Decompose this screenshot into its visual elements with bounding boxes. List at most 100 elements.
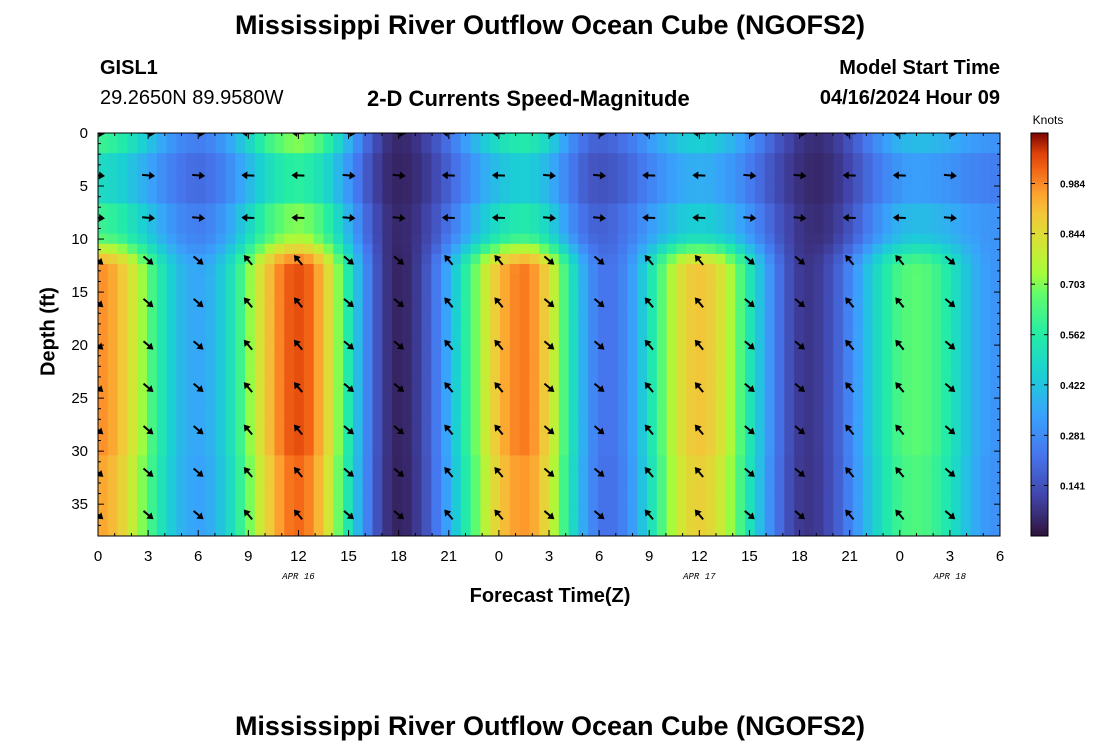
heatmap-cell [225,334,236,346]
heatmap-cell [127,515,138,527]
current-arrow [944,425,956,435]
arrow-head [243,254,251,263]
heatmap-cell [539,394,550,406]
heatmap-cell [313,415,325,426]
heatmap-cell [343,263,354,275]
heatmap-cell [617,475,629,487]
heatmap-cell [970,153,981,164]
current-arrow [644,467,654,478]
heatmap-cell [754,233,766,245]
heatmap-cell [911,525,923,536]
current-arrow [494,339,504,351]
heatmap-cell [215,515,227,527]
heatmap-cell [480,233,491,245]
heatmap-cell [715,233,727,245]
current-arrow [98,382,104,392]
heatmap-cell [264,173,276,184]
heatmap-cell [568,153,580,164]
heatmap-cell [450,294,462,305]
heatmap-cell [323,183,334,195]
heatmap-cell [911,274,923,285]
heatmap-cell [333,455,344,467]
heatmap-cell [803,133,815,144]
heatmap-cell [970,445,981,456]
heatmap-cell [754,223,766,235]
y-tick-label: 20 [71,337,88,354]
heatmap-cell [980,485,991,497]
heatmap-cell [764,455,776,467]
heatmap-cell [921,163,932,174]
heatmap-cell [774,394,785,406]
heatmap-cell [156,495,168,507]
current-arrow [142,467,154,477]
heatmap-cell [313,364,325,376]
heatmap-cell [823,203,834,215]
heatmap-cell [960,193,972,205]
heatmap-cell [754,163,766,174]
heatmap-cell [343,173,354,184]
heatmap-cell [872,445,883,456]
heatmap-cell [166,153,178,164]
heatmap-cell [705,465,717,477]
heatmap-cell [431,515,442,527]
heatmap-cell [686,193,697,205]
heatmap-cell [941,233,952,245]
arrow-head [842,171,849,180]
heatmap-cell [235,435,246,446]
heatmap-cell [578,374,589,386]
heatmap-cell [735,163,746,174]
heatmap-cell [137,485,148,497]
heatmap-cell [343,435,354,446]
heatmap-cell [666,324,678,336]
heatmap-cell [176,525,187,536]
heatmap-cell [617,364,629,376]
heatmap-cell [107,515,119,527]
current-arrow [694,297,704,308]
heatmap-cell [303,455,315,467]
heatmap-cell [931,384,942,396]
heatmap-cell [235,294,246,305]
heatmap-cell [411,344,423,356]
heatmap-cell [98,525,109,536]
heatmap-cell [647,143,658,154]
heatmap-cell [970,465,981,477]
heatmap-cell [117,294,129,305]
heatmap-cell [323,203,334,215]
heatmap-cell [333,233,344,245]
heatmap-cell [872,173,883,184]
arrow-head [895,509,903,517]
heatmap-cell [843,183,854,195]
heatmap-cell [303,294,315,305]
heatmap-cell [774,163,785,174]
heatmap-cell [598,274,609,285]
heatmap-cell [901,243,913,255]
heatmap-cell [509,163,521,174]
arrow-head [747,512,755,520]
heatmap-cell [627,435,638,446]
heatmap-cell [980,294,991,305]
heatmap-cell [882,354,893,366]
heatmap-cell [764,223,776,235]
heatmap-cell [960,435,972,446]
heatmap-cell [313,233,325,245]
heatmap-cell [794,455,805,467]
heatmap-cell [107,213,119,225]
heatmap-cell [352,253,364,265]
heatmap-cell [372,274,383,285]
heatmap-cell [166,384,178,396]
heatmap-cell [490,304,501,315]
heatmap-cell [107,384,119,396]
heatmap-cell [166,243,178,255]
heatmap-cell [450,193,462,205]
heatmap-cell [480,173,491,184]
heatmap-cell [833,193,844,205]
heatmap-cell [794,203,805,215]
current-arrow [845,424,855,436]
current-arrow [343,298,354,308]
heatmap-cell [862,143,874,154]
heatmap-cell [401,274,413,285]
heatmap-cell [205,425,217,436]
current-arrow [943,171,957,180]
heatmap-cell [833,243,844,255]
heatmap-cell [294,143,305,154]
